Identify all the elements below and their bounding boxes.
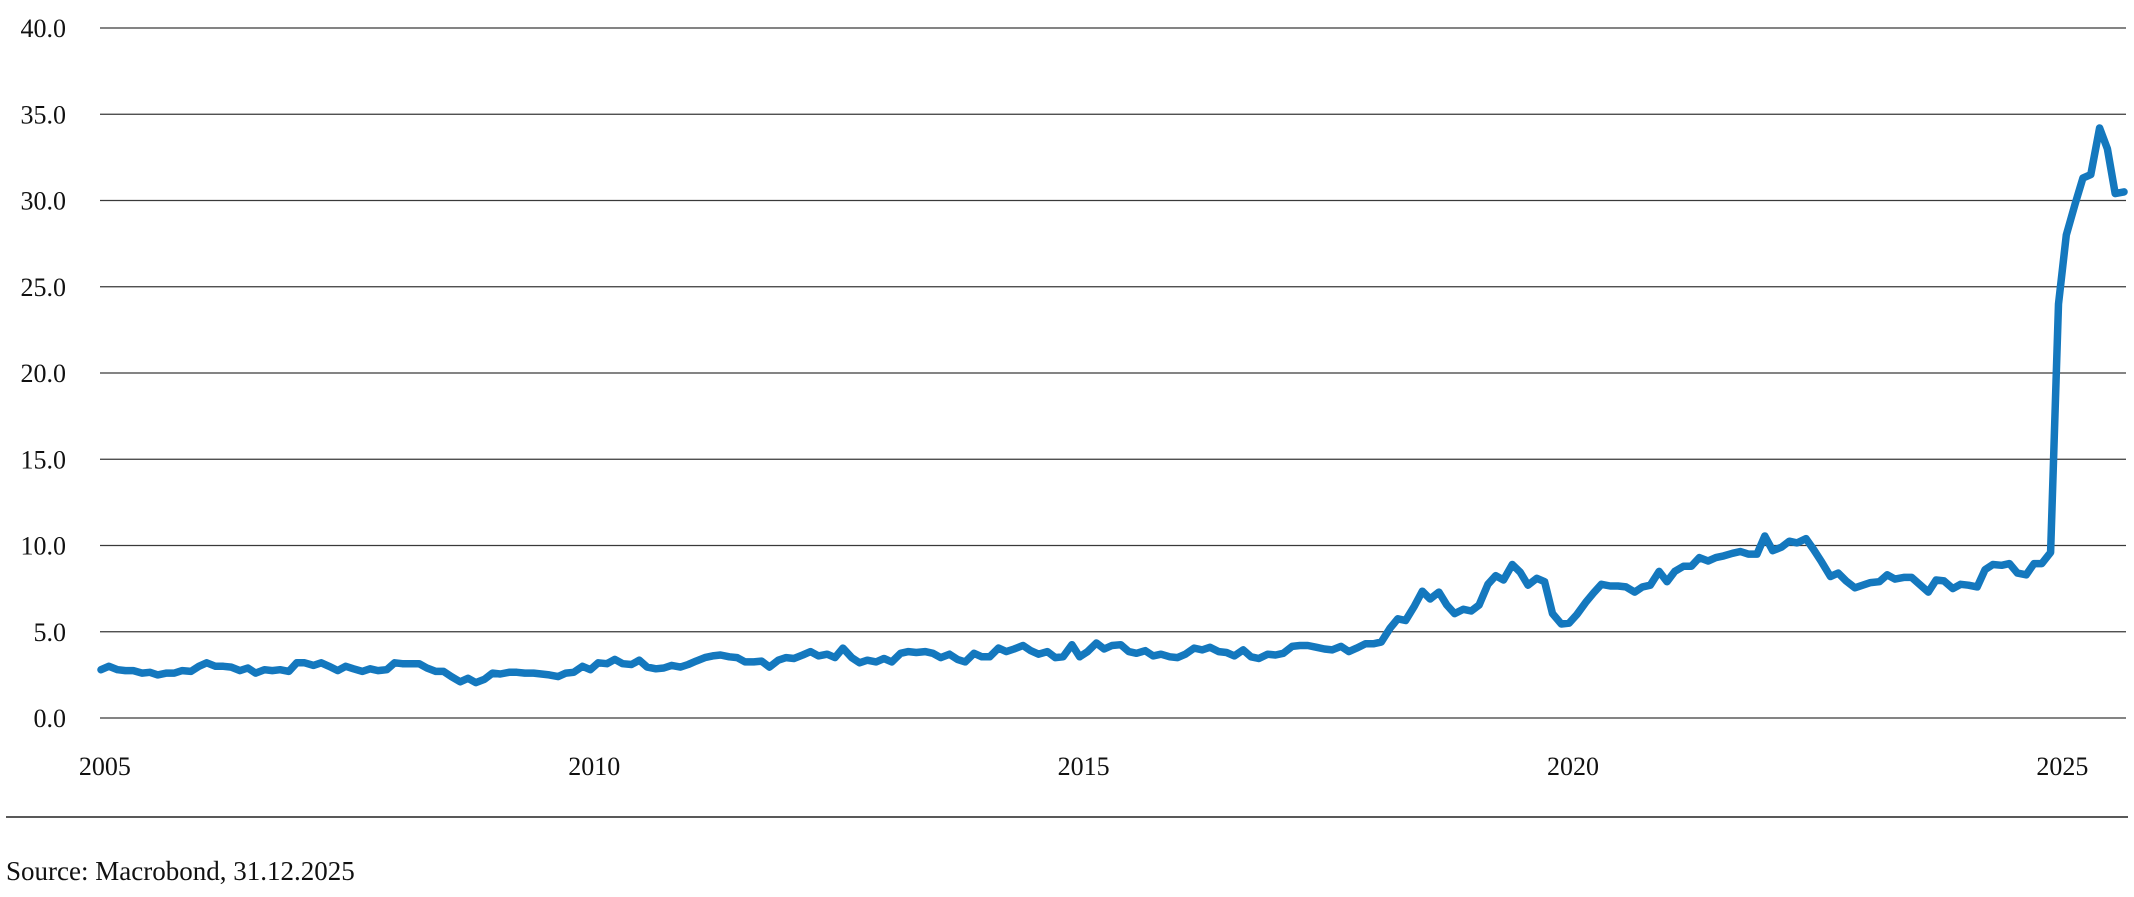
y-tick-label: 0.0 [34, 704, 67, 733]
x-tick-label: 2005 [79, 752, 131, 781]
y-tick-label: 25.0 [21, 273, 67, 302]
y-tick-label: 5.0 [34, 618, 67, 647]
x-tick-label: 2015 [1058, 752, 1110, 781]
x-tick-label: 2010 [568, 752, 620, 781]
x-tick-label: 2025 [2036, 752, 2088, 781]
source-note: Source: Macrobond, 31.12.2025 [6, 856, 355, 886]
y-tick-label: 40.0 [21, 14, 67, 43]
series-layer [97, 124, 2128, 687]
y-tick-label: 10.0 [21, 532, 67, 561]
x-axis-tick-labels: 2005 2010 2015 2020 2025 [79, 752, 2088, 781]
y-tick-label: 35.0 [21, 100, 67, 129]
y-tick-label: 15.0 [21, 445, 67, 474]
series-line-0 [97, 124, 2128, 687]
y-tick-label: 30.0 [21, 187, 67, 216]
gridlines [100, 27, 2126, 719]
y-tick-label: 20.0 [21, 359, 67, 388]
x-tick-label: 2020 [1547, 752, 1599, 781]
y-axis-tick-labels: 0.0 5.0 10.0 15.0 20.0 25.0 30.0 35.0 40.0 [21, 14, 67, 733]
